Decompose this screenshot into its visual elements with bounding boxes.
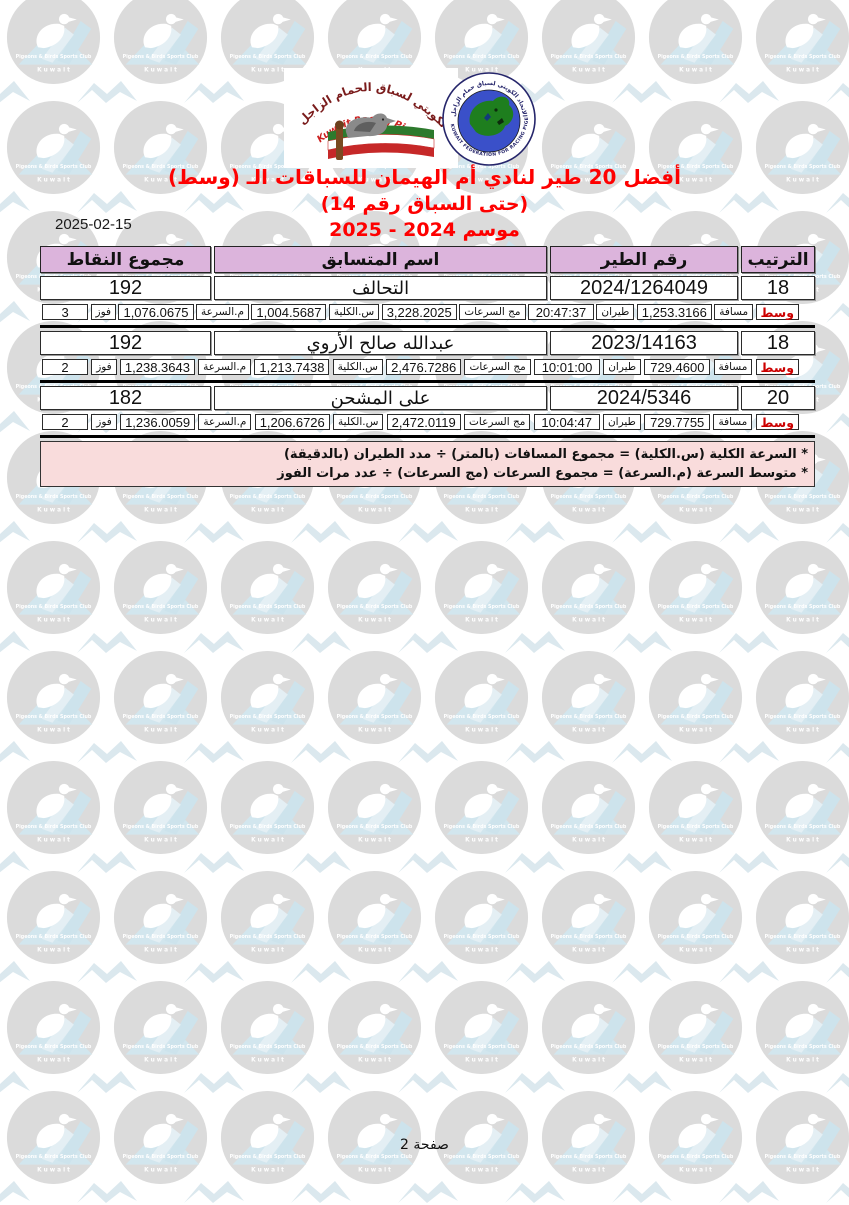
detail-label: م.السرعة	[198, 359, 252, 375]
detail-label: فوز	[91, 359, 117, 375]
report-date: 2025-02-15	[55, 216, 132, 233]
detail-value: 1,236.0059	[120, 414, 196, 430]
report-title: أفضل 20 طير لنادي أم الهيمان للسباقات ال…	[0, 164, 849, 243]
detail-value: 1,004.5687	[251, 304, 327, 320]
category-badge: وسط	[755, 304, 799, 320]
detail-label: مج السرعات	[459, 304, 526, 320]
competitor-name-cell: التحالف	[214, 276, 547, 300]
rank-cell: 18	[741, 331, 815, 355]
header-competitor-name: اسم المتسابق	[214, 246, 547, 273]
detail-label: م.السرعة	[195, 304, 249, 320]
table-entry: 18 2024/1264049 التحالف 192 وسط مسافة 1,…	[40, 276, 815, 328]
title-line-3: موسم 2024 - 2025	[329, 219, 520, 241]
entry-main-row: 18 2024/1264049 التحالف 192	[40, 276, 815, 300]
detail-label: مسافة	[713, 414, 753, 430]
entry-main-row: 18 2023/14163 عبدالله صالح الأروي 192	[40, 331, 815, 355]
competitor-name-cell: عبدالله صالح الأروي	[214, 331, 547, 355]
table-entry: 20 2024/5346 على المشحن 182 وسط مسافة 72…	[40, 386, 815, 438]
detail-label: س.الكلية	[328, 304, 380, 320]
entry-main-row: 20 2024/5346 على المشحن 182	[40, 386, 815, 410]
club-logo: النادي الكويتي لسباق الحمام الزاجل Kuwai…	[279, 57, 458, 168]
bird-number-cell: 2024/1264049	[550, 276, 738, 300]
competitor-name-cell: على المشحن	[214, 386, 547, 410]
entry-separator	[40, 325, 815, 328]
federation-logo-graphic: الاتحاد الكويتي لسباق حمام الزاجل KUWAIT…	[438, 66, 536, 166]
bird-number: 2023/14163	[591, 331, 697, 354]
points-cell: 192	[40, 331, 211, 355]
detail-value: 1,213.7438	[254, 359, 330, 375]
table-entry: 18 2023/14163 عبدالله صالح الأروي 192 وس…	[40, 331, 815, 383]
detail-value: 729.7755	[644, 414, 711, 430]
detail-label: س.الكلية	[333, 414, 384, 430]
detail-label: طيران	[596, 304, 635, 320]
header-total-points: مجموع النقاط	[40, 246, 211, 273]
detail-value: 729.4600	[644, 359, 711, 375]
page-number: صفحة 2	[400, 1137, 449, 1153]
detail-value: 3,228.2025	[381, 304, 457, 320]
detail-label: طيران	[603, 359, 642, 375]
detail-label: مسافة	[713, 359, 753, 375]
detail-label: مسافة	[714, 304, 754, 320]
detail-value: 3	[42, 304, 89, 320]
detail-value: 20:47:37	[527, 304, 594, 320]
rank-cell: 20	[741, 386, 815, 410]
detail-label: م.السرعة	[198, 414, 252, 430]
results-table: الترتيب رقم الطير اسم المتسابق مجموع الن…	[40, 246, 815, 487]
club-logo-flag-pigeon	[327, 113, 435, 160]
category-badge: وسط	[755, 359, 799, 375]
formula-notes: * السرعة الكلية (س.الكلية) = مجموع المسا…	[40, 441, 815, 487]
detail-label: طيران	[602, 414, 641, 430]
bird-number: 2024/1264049	[580, 276, 708, 299]
detail-value: 10:04:47	[533, 414, 600, 430]
detail-label: س.الكلية	[332, 359, 383, 375]
entry-detail-row: وسط مسافة 729.7755 طيران 10:04:47 مج الس…	[40, 412, 815, 432]
detail-value: 2	[42, 414, 89, 430]
detail-label: مج السرعات	[464, 359, 531, 375]
note-average-speed: * متوسط السرعة (م.السرعة) = مجموع السرعا…	[277, 466, 808, 481]
detail-value: 1,238.3643	[119, 359, 195, 375]
detail-value: 1,253.3166	[636, 304, 712, 320]
detail-label: مج السرعات	[464, 414, 531, 430]
detail-value: 2	[42, 359, 88, 375]
header-rank: الترتيب	[741, 246, 815, 273]
federation-logo: الاتحاد الكويتي لسباق حمام الزاجل KUWAIT…	[438, 66, 538, 168]
entry-detail-row: وسط مسافة 729.4600 طيران 10:01:00 مج الس…	[40, 357, 815, 377]
table-header-row: الترتيب رقم الطير اسم المتسابق مجموع الن…	[40, 246, 815, 273]
note-total-speed: * السرعة الكلية (س.الكلية) = مجموع المسا…	[283, 447, 808, 462]
rank-cell: 18	[741, 276, 815, 300]
bird-number: 2024/5346	[596, 386, 692, 409]
bird-number-cell: 2023/14163	[550, 331, 738, 355]
title-line-1: أفضل 20 طير لنادي أم الهيمان للسباقات ال…	[168, 165, 681, 189]
points-cell: 182	[40, 386, 211, 410]
club-logo-graphic: النادي الكويتي لسباق الحمام الزاجل Kuwai…	[279, 57, 453, 160]
detail-label: فوز	[91, 414, 117, 430]
detail-value: 1,206.6726	[254, 414, 330, 430]
entry-separator	[40, 435, 815, 438]
detail-value: 2,472.0119	[386, 414, 461, 430]
category-badge: وسط	[755, 414, 799, 430]
entry-separator	[40, 380, 815, 383]
points-cell: 192	[40, 276, 211, 300]
entry-detail-row: وسط مسافة 1,253.3166 طيران 20:47:37 مج ا…	[40, 302, 815, 322]
title-line-2: (حتى السباق رقم 14)	[320, 193, 529, 215]
detail-value: 1,076.0675	[118, 304, 194, 320]
detail-label: فوز	[90, 304, 117, 320]
header-bird-number: رقم الطير	[550, 246, 738, 273]
bird-number-cell: 2024/5346	[550, 386, 738, 410]
detail-value: 10:01:00	[534, 359, 600, 375]
detail-value: 2,476.7286	[386, 359, 462, 375]
